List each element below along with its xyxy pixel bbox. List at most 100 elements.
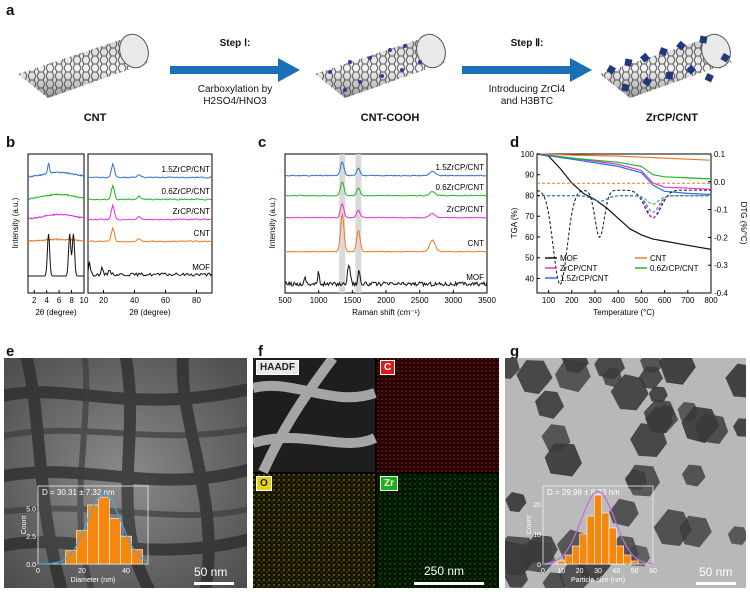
- raman-series-zrcp-cnt: [284, 203, 487, 219]
- dtg-series-mof: [536, 189, 711, 286]
- dtg-series-1-5zrcp-cnt: [537, 195, 711, 213]
- raman-band-highlight: [355, 154, 362, 293]
- tga-legend-label: ZrCP/CNT: [560, 264, 597, 273]
- histogram-bar: [601, 512, 610, 565]
- zrcp-particle: [625, 469, 648, 491]
- panel-label-g: g: [510, 343, 520, 360]
- raman-frame: [284, 153, 488, 294]
- panel-label-b: b: [6, 134, 16, 151]
- panel-label-a: a: [6, 2, 15, 19]
- zrcp-particle: [656, 404, 675, 422]
- histogram-bar: [586, 515, 595, 565]
- zrcp-particle: [610, 374, 649, 411]
- step2-desc-line2: and H3BTC: [500, 96, 554, 107]
- scalebar-g-label: 50 nm: [699, 565, 733, 579]
- zrcp-particle: [682, 464, 706, 487]
- stage-label-cnt-cooh: CNT-COOH: [360, 112, 420, 124]
- histogram-bar: [572, 545, 580, 565]
- histogram-ytick-label: 0: [537, 562, 541, 569]
- scalebar-g: [696, 582, 736, 585]
- zrcp-particle: [638, 366, 664, 390]
- step1-arrow: [170, 58, 300, 82]
- zrcp-cnt-tube: [600, 33, 732, 98]
- raman-series-cnt: [284, 212, 488, 253]
- xrd-right-tick-label: 40: [130, 296, 139, 305]
- zrcp-particle: [505, 492, 527, 513]
- tga-xtick-label: 400: [612, 296, 626, 305]
- xrd-right-frame: [87, 153, 213, 294]
- xrd-series-label: MOF: [192, 263, 210, 272]
- zrcp-particle: [725, 363, 746, 398]
- synthesis-scheme: [18, 33, 732, 98]
- particle-size-histogram: D = 29.98 ± 8.83 nm 0 10 20 30 40 50 60 0 10 20 Par…: [526, 485, 657, 584]
- xrd-series-0-6zrcp-cnt-right: [87, 183, 213, 201]
- tga-series-1-5zrcp-cnt: [536, 153, 712, 196]
- raman-tick-label: 500: [278, 296, 292, 305]
- raman-series-0-6zrcp-cnt: [285, 181, 488, 197]
- histogram-ytick-label: 2.5: [26, 534, 36, 541]
- tile-label-o: O: [256, 476, 272, 491]
- histogram-bar: [76, 530, 88, 565]
- xrd-ylabel: Intensity (a.u.): [11, 197, 20, 248]
- histogram-fit-curve: [37, 493, 149, 565]
- histogram-bar: [131, 549, 143, 565]
- zrcp-particle: [733, 418, 746, 437]
- tga-xtick-label: 300: [588, 296, 602, 305]
- step1-title: Step Ⅰ:: [219, 38, 251, 49]
- dtg-series-zrcp-cnt: [537, 195, 711, 219]
- panel-label-d: d: [510, 134, 520, 151]
- histogram-xtick-label: 40: [612, 568, 620, 575]
- dtg-ytick-label: 0.1: [714, 150, 726, 159]
- zrcp-particle: [516, 360, 553, 395]
- tga-ytick-label: 90: [525, 171, 534, 180]
- tga-ytick-label: 100: [521, 150, 535, 159]
- dtg-ytick-label: 0.0: [714, 178, 726, 187]
- step1-desc-line2: H2SO4/HNO3: [203, 96, 267, 107]
- raman-band-highlight: [339, 154, 346, 293]
- raman-tick-label: 1500: [343, 296, 361, 305]
- histogram-xtick-label: 10: [557, 568, 565, 575]
- tile-label-c: C: [380, 360, 396, 375]
- raman-series-label: ZrCP/CNT: [447, 205, 484, 214]
- xrd-right-xlabel: 2θ (degree): [129, 308, 171, 317]
- tile-label-haadf: HAADF: [256, 360, 299, 375]
- tga-chart: 100 200 300 400 500 600 700 800 40 50 60 70 80 90 100 0…: [510, 150, 748, 317]
- histogram-title: D = 30.31 ± 7.32 nm: [42, 488, 115, 497]
- tga-ytick-label: 40: [525, 274, 534, 283]
- histogram-fit-curve: [542, 490, 654, 565]
- xrd-left-tick-label: 6: [57, 296, 62, 305]
- scalebar-e: [194, 582, 234, 585]
- tga-legend-label: 0.6ZrCP/CNT: [650, 264, 699, 273]
- histogram-ytick-label: 10: [533, 532, 541, 539]
- dtg-series-0-6zrcp-cnt: [537, 195, 711, 205]
- tga-series-0-6zrcp-cnt: [536, 153, 712, 180]
- tga-frame: [536, 153, 712, 294]
- raman-tick-label: 3500: [478, 296, 496, 305]
- raman-xlabel: Raman shift (cm⁻¹): [352, 308, 420, 317]
- xrd-series-zrcp-cnt-right: [87, 203, 213, 221]
- stage-label-zrcp-cnt: ZrCP/CNT: [646, 112, 698, 124]
- xrd-series-label: ZrCP/CNT: [173, 207, 210, 216]
- tga-ytick-label: 70: [525, 212, 534, 221]
- histogram-xtick-label: 30: [594, 568, 602, 575]
- raman-series-label: 1.5ZrCP/CNT: [436, 163, 485, 172]
- histogram-xlabel: Diameter (nm): [71, 577, 116, 584]
- histogram-ytick-label: 20: [533, 502, 541, 509]
- zrcp-particle: [544, 443, 582, 477]
- histogram-title: D = 29.98 ± 8.83 nm: [547, 488, 620, 497]
- tem-image-cnt: [4, 358, 247, 588]
- xrd-series-label: 0.6ZrCP/CNT: [162, 187, 211, 196]
- panel-label-c: c: [258, 134, 267, 151]
- panel-label-f: f: [258, 343, 263, 360]
- xrd-series-label: 1.5ZrCP/CNT: [162, 165, 211, 174]
- raman-tick-label: 3000: [444, 296, 462, 305]
- zrcp-particle: [594, 358, 625, 380]
- raman-series-label: MOF: [466, 273, 484, 282]
- histogram-xtick-label: 40: [122, 568, 130, 575]
- step2-desc-line1: Introducing ZrCl4: [488, 84, 566, 95]
- histogram-bar: [579, 533, 588, 565]
- zrcp-particle: [681, 406, 720, 444]
- histogram-xlabel: Particle size (nm): [571, 577, 625, 584]
- xrd-left-tick-label: 4: [44, 296, 49, 305]
